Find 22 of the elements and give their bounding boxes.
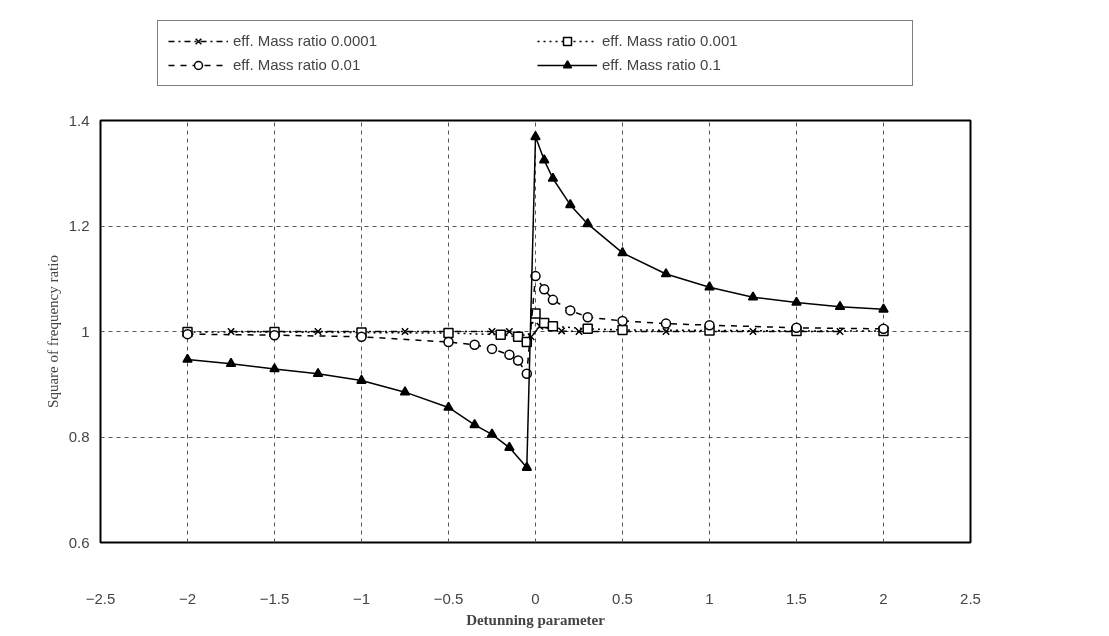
y-tick-label: 0.8 xyxy=(68,428,90,445)
legend-label: eff. Mass ratio 0.1 xyxy=(602,56,722,73)
y-tick-label: 0.6 xyxy=(68,533,90,551)
y-tick-label: 1.4 xyxy=(68,111,90,129)
x-axis-title: Detunning parameter xyxy=(466,611,606,628)
x-tick-label: 2 xyxy=(879,589,888,607)
y-tick-label: 1 xyxy=(81,322,90,340)
legend-label: eff. Mass ratio 0.01 xyxy=(233,56,362,73)
y-axis-title: Square of frequency ratio xyxy=(44,255,61,408)
x-tick-label: −2.5 xyxy=(85,589,116,607)
legend-label: eff. Mass ratio 0.001 xyxy=(602,32,739,49)
x-tick-label: −1.5 xyxy=(259,589,290,607)
x-tick-label: −1 xyxy=(352,589,371,607)
x-tick-label: −2 xyxy=(178,589,197,607)
legend-label: eff. Mass ratio 0.0001 xyxy=(233,32,378,49)
y-tick-label: 1.2 xyxy=(68,217,90,234)
x-tick-label: 2.5 xyxy=(960,589,981,607)
x-tick-label: −0.5 xyxy=(433,589,464,607)
x-tick-label: 1.5 xyxy=(786,589,807,607)
x-tick-label: 0 xyxy=(531,589,540,607)
x-tick-label: 1 xyxy=(705,589,714,607)
x-tick-label: 0.5 xyxy=(612,589,633,607)
